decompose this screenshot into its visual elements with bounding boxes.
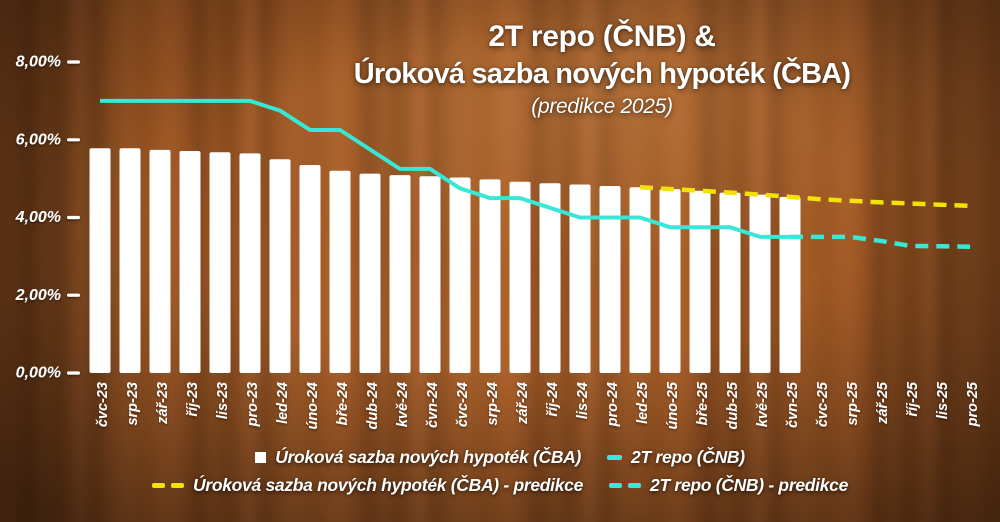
- chart-title: 2T repo (ČNB) & Úroková sazba nových hyp…: [302, 20, 902, 119]
- legend-dash: [607, 455, 623, 460]
- bar: [689, 190, 711, 373]
- y-axis-label: 6,00%: [16, 131, 61, 148]
- x-axis-label: čvn-24: [425, 382, 441, 428]
- legend-label: Úroková sazba nových hypoték (ČBA) - pre…: [192, 475, 584, 495]
- legend-item: 2T repo (ČNB): [607, 447, 745, 468]
- x-axis: čvc-23 srp-23 zář-23 říj-23 lis-23 pro-23 led-…: [95, 381, 981, 429]
- legend-dash: [151, 483, 165, 488]
- x-axis-label: led-24: [275, 382, 291, 424]
- bar: [329, 170, 351, 373]
- legend-marker-line: [607, 455, 623, 460]
- bar: [149, 149, 171, 373]
- prediction-line: [790, 234, 971, 249]
- bar: [239, 153, 261, 373]
- legend-label: 2T repo (ČNB) - predikce: [650, 475, 849, 495]
- x-axis-label: čvc-23: [95, 382, 111, 427]
- x-axis-label: pro-24: [605, 382, 621, 427]
- repo-line: [100, 98, 790, 239]
- x-axis-label: říj-25: [905, 381, 921, 417]
- x-axis-label: čvc-25: [815, 381, 831, 427]
- x-axis-label: dub-24: [365, 382, 381, 430]
- chart-subtitle: (predikce 2025): [531, 95, 673, 118]
- x-axis-label: zář-24: [515, 382, 531, 425]
- x-axis-label: led-25: [635, 381, 651, 424]
- legend-label: Úroková sazba nových hypoték (ČBA): [275, 447, 582, 467]
- x-axis-label: pro-23: [245, 382, 261, 427]
- bar: [779, 196, 801, 373]
- x-axis-label: bře-25: [695, 381, 711, 425]
- bar: [179, 151, 201, 373]
- chart-title-line2: Úroková sazba nových hypoték (ČBA): [353, 58, 851, 90]
- y-axis: 0,00% 2,00% 4,00% 6,00% 8,00%: [15, 54, 80, 382]
- bar: [599, 186, 621, 373]
- y-axis-label: 0,00%: [16, 365, 61, 382]
- legend-item: 2T repo (ČNB) - predikce: [609, 475, 848, 496]
- legend-dash: [628, 483, 642, 488]
- legend-dash: [609, 483, 623, 488]
- x-axis-label: úno-25: [665, 381, 681, 429]
- bar: [719, 192, 741, 373]
- x-axis-label: zář-23: [155, 382, 171, 425]
- chart-title-line1: 2T repo (ČNB) &: [488, 20, 716, 53]
- bar: [659, 189, 681, 373]
- y-axis-tick: [67, 138, 80, 142]
- y-axis-tick: [67, 293, 80, 297]
- legend-row: Úroková sazba nových hypoték (ČBA) - pre…: [151, 475, 848, 496]
- bar: [299, 165, 321, 373]
- x-axis-label: pro-25: [965, 381, 981, 427]
- bar: [569, 184, 591, 373]
- bar: [119, 148, 141, 373]
- line-series: [100, 98, 971, 249]
- prediction-line: [639, 184, 971, 209]
- legend-label: 2T repo (ČNB): [631, 447, 745, 467]
- x-axis-label: dub-25: [725, 381, 741, 429]
- bar: [509, 181, 531, 373]
- x-axis-label: říj-24: [545, 382, 561, 417]
- legend-dash: [170, 483, 184, 488]
- x-axis-label: srp-24: [485, 382, 501, 426]
- y-axis-label: 8,00%: [16, 54, 61, 71]
- bar: [419, 176, 441, 373]
- bar: [209, 152, 231, 373]
- x-axis-label: úno-24: [305, 382, 321, 430]
- x-axis-label: čvc-24: [455, 382, 471, 427]
- bar: [269, 159, 291, 373]
- x-axis-label: kvě-25: [755, 381, 771, 427]
- legend-row: Úroková sazba nových hypoték (ČBA) 2T rep…: [255, 447, 745, 468]
- bar: [359, 173, 381, 373]
- x-axis-label: kvě-24: [395, 382, 411, 427]
- bar: [389, 175, 411, 373]
- y-axis-tick: [67, 215, 80, 220]
- bar: [479, 179, 501, 373]
- bar: [629, 187, 651, 373]
- y-axis-tick: [67, 60, 80, 64]
- bar: [539, 183, 561, 373]
- y-axis-label: 2,00%: [15, 287, 61, 304]
- x-axis-label: říj-23: [185, 382, 201, 417]
- chart-legend: Úroková sazba nových hypoték (ČBA) 2T rep…: [0, 447, 1000, 496]
- legend-marker-dashes: [609, 483, 642, 488]
- legend-item: Úroková sazba nových hypoték (ČBA): [255, 447, 581, 468]
- legend-marker-square: [255, 452, 267, 463]
- y-axis-tick: [67, 371, 80, 375]
- x-axis-label: lis-24: [575, 382, 591, 419]
- x-axis-label: lis-25: [935, 381, 951, 419]
- bar: [449, 177, 471, 373]
- bar-series: [89, 148, 801, 373]
- y-axis-label: 4,00%: [15, 209, 61, 226]
- bar: [89, 148, 111, 373]
- legend-item: Úroková sazba nových hypoték (ČBA) - pre…: [151, 475, 584, 496]
- x-axis-label: bře-24: [335, 382, 351, 426]
- x-axis-label: čvn-25: [785, 381, 801, 428]
- bar: [749, 194, 771, 373]
- x-axis-label: zář-25: [875, 381, 891, 425]
- x-axis-label: lis-23: [215, 382, 231, 419]
- x-axis-label: srp-23: [125, 382, 141, 426]
- legend-marker-dashes: [151, 483, 184, 488]
- x-axis-label: srp-25: [845, 381, 861, 425]
